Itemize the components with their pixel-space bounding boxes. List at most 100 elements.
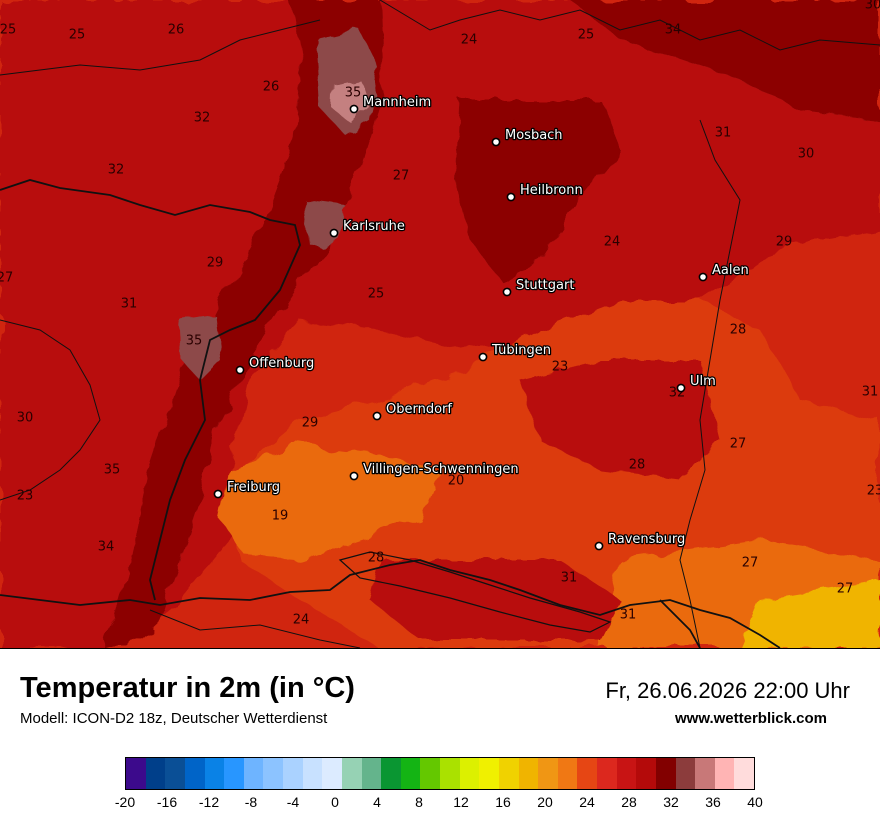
color-scale-tick: 20 xyxy=(537,794,553,810)
point-value: 30 xyxy=(17,411,34,426)
color-scale-swatch xyxy=(695,758,715,789)
point-value: 30 xyxy=(865,0,880,13)
color-scale-tick: 8 xyxy=(415,794,423,810)
color-scale-tick: -8 xyxy=(244,794,258,810)
point-value: 25 xyxy=(69,28,86,43)
city-marker: Oberndorf xyxy=(372,401,454,421)
city-marker: Tübingen xyxy=(478,342,552,362)
color-scale-swatch xyxy=(361,758,382,789)
city-dot xyxy=(235,365,245,375)
cities: Mannheim Mosbach Heilbronn Karlsruhe Aalen St… xyxy=(213,94,750,551)
city-dot xyxy=(676,383,686,393)
point-value: 32 xyxy=(194,111,211,126)
point-value: 28 xyxy=(368,551,385,566)
temp-zone-alpine-yellow xyxy=(740,580,880,648)
point-value: 27 xyxy=(742,556,759,571)
color-scale-swatch xyxy=(459,758,480,789)
state-border-northwest xyxy=(0,19,321,76)
color-scale-swatch xyxy=(400,758,421,789)
color-scale-swatch xyxy=(557,758,578,789)
city-label: Ulm xyxy=(690,374,716,389)
color-scale-swatch xyxy=(440,758,460,789)
color-scale-swatch xyxy=(165,758,185,789)
city-marker: Ulm xyxy=(676,373,717,393)
website-link[interactable]: www.wetterblick.com xyxy=(675,710,827,727)
color-scale-swatch xyxy=(714,758,735,789)
city-label: Stuttgart xyxy=(516,278,574,293)
temp-zone-mannheim-37 xyxy=(334,80,368,122)
city-marker: Mannheim xyxy=(349,94,432,114)
color-scale-swatch xyxy=(538,758,558,789)
color-scale-tick: 4 xyxy=(373,794,381,810)
city-dot xyxy=(502,287,512,297)
color-scale-swatch xyxy=(420,758,440,789)
point-value: 27 xyxy=(0,271,13,286)
temp-zone-north-27 xyxy=(0,0,880,648)
state-border-north xyxy=(379,0,880,51)
point-value: 30 xyxy=(798,147,815,162)
city-marker: Offenburg xyxy=(235,355,316,375)
country-border-south xyxy=(0,559,781,648)
lake-constance xyxy=(338,551,612,633)
city-dot xyxy=(491,137,501,147)
temp-zone-karlsruhe-35 xyxy=(305,200,345,245)
point-value: 24 xyxy=(461,33,478,48)
city-marker: Karlsruhe xyxy=(329,218,406,238)
city-label: Tübingen xyxy=(491,343,551,358)
color-scale-tick: 28 xyxy=(621,794,637,810)
point-value: 24 xyxy=(293,613,310,628)
city-dot xyxy=(698,272,708,282)
temp-zone-lake-27 xyxy=(370,560,620,640)
color-scale-swatch xyxy=(204,758,225,789)
temp-zone-northeast-31 xyxy=(570,0,880,120)
city-dot xyxy=(213,489,223,499)
color-scale-ticks: -20 -16 -12 -8 -4 0 4 8 12 16 20 24 28 32 36 40 xyxy=(0,794,880,814)
city-dot xyxy=(329,228,339,238)
point-value: 31 xyxy=(121,297,138,312)
color-scale-swatch xyxy=(145,758,166,789)
point-value: 35 xyxy=(186,334,203,349)
city-label: Heilbronn xyxy=(520,183,583,198)
city-dot xyxy=(478,352,488,362)
city-label: Ravensburg xyxy=(608,532,685,547)
city-label: Offenburg xyxy=(249,356,314,371)
city-label: Karlsruhe xyxy=(343,219,405,234)
point-values: 25 25 26 24 25 34 30 35 26 32 31 32 30 27 24 29 27 29 25 31… xyxy=(0,0,880,628)
color-scale-swatch xyxy=(479,758,499,789)
border-swiss xyxy=(149,609,361,648)
temp-zone-swabian-27 xyxy=(520,360,720,480)
temp-zone-blackforest-19 xyxy=(220,445,440,560)
city-dot xyxy=(506,192,516,202)
point-value: 25 xyxy=(578,28,595,43)
point-value: 25 xyxy=(0,23,16,38)
city-label: Aalen xyxy=(712,263,749,278)
border-alps-east xyxy=(659,599,701,648)
color-scale-tick: 36 xyxy=(705,794,721,810)
color-scale-tick: 0 xyxy=(331,794,339,810)
color-scale-swatch xyxy=(655,758,676,789)
country-border-west xyxy=(0,179,301,601)
city-marker: Freiburg xyxy=(213,479,281,499)
temperature-map: 25 25 26 24 25 34 30 35 26 32 31 32 30 27 24 29 27 29 25 31… xyxy=(0,0,880,649)
city-marker: Villingen-Schwenningen xyxy=(349,461,520,481)
forecast-datetime: Fr, 26.06.2026 22:00 Uhr xyxy=(605,678,850,703)
color-scale-swatch xyxy=(636,758,656,789)
color-scale-swatch xyxy=(224,758,244,789)
point-value: 31 xyxy=(561,571,578,586)
color-scale-tick: 24 xyxy=(579,794,595,810)
color-scale xyxy=(125,757,755,790)
color-scale-swatch xyxy=(322,758,342,789)
point-value: 25 xyxy=(368,287,385,302)
point-value: 34 xyxy=(665,23,682,38)
city-marker: Stuttgart xyxy=(502,277,576,297)
point-value: 23 xyxy=(867,484,880,499)
color-scale-swatch xyxy=(675,758,696,789)
color-scale-swatch xyxy=(184,758,205,789)
color-scale-tick: -20 xyxy=(114,794,136,810)
point-value: 34 xyxy=(98,540,115,555)
city-marker: Ravensburg xyxy=(594,531,687,551)
point-value: 28 xyxy=(730,323,747,338)
color-scale-tick: 32 xyxy=(663,794,679,810)
color-scale-swatch xyxy=(243,758,264,789)
point-value: 27 xyxy=(393,169,410,184)
